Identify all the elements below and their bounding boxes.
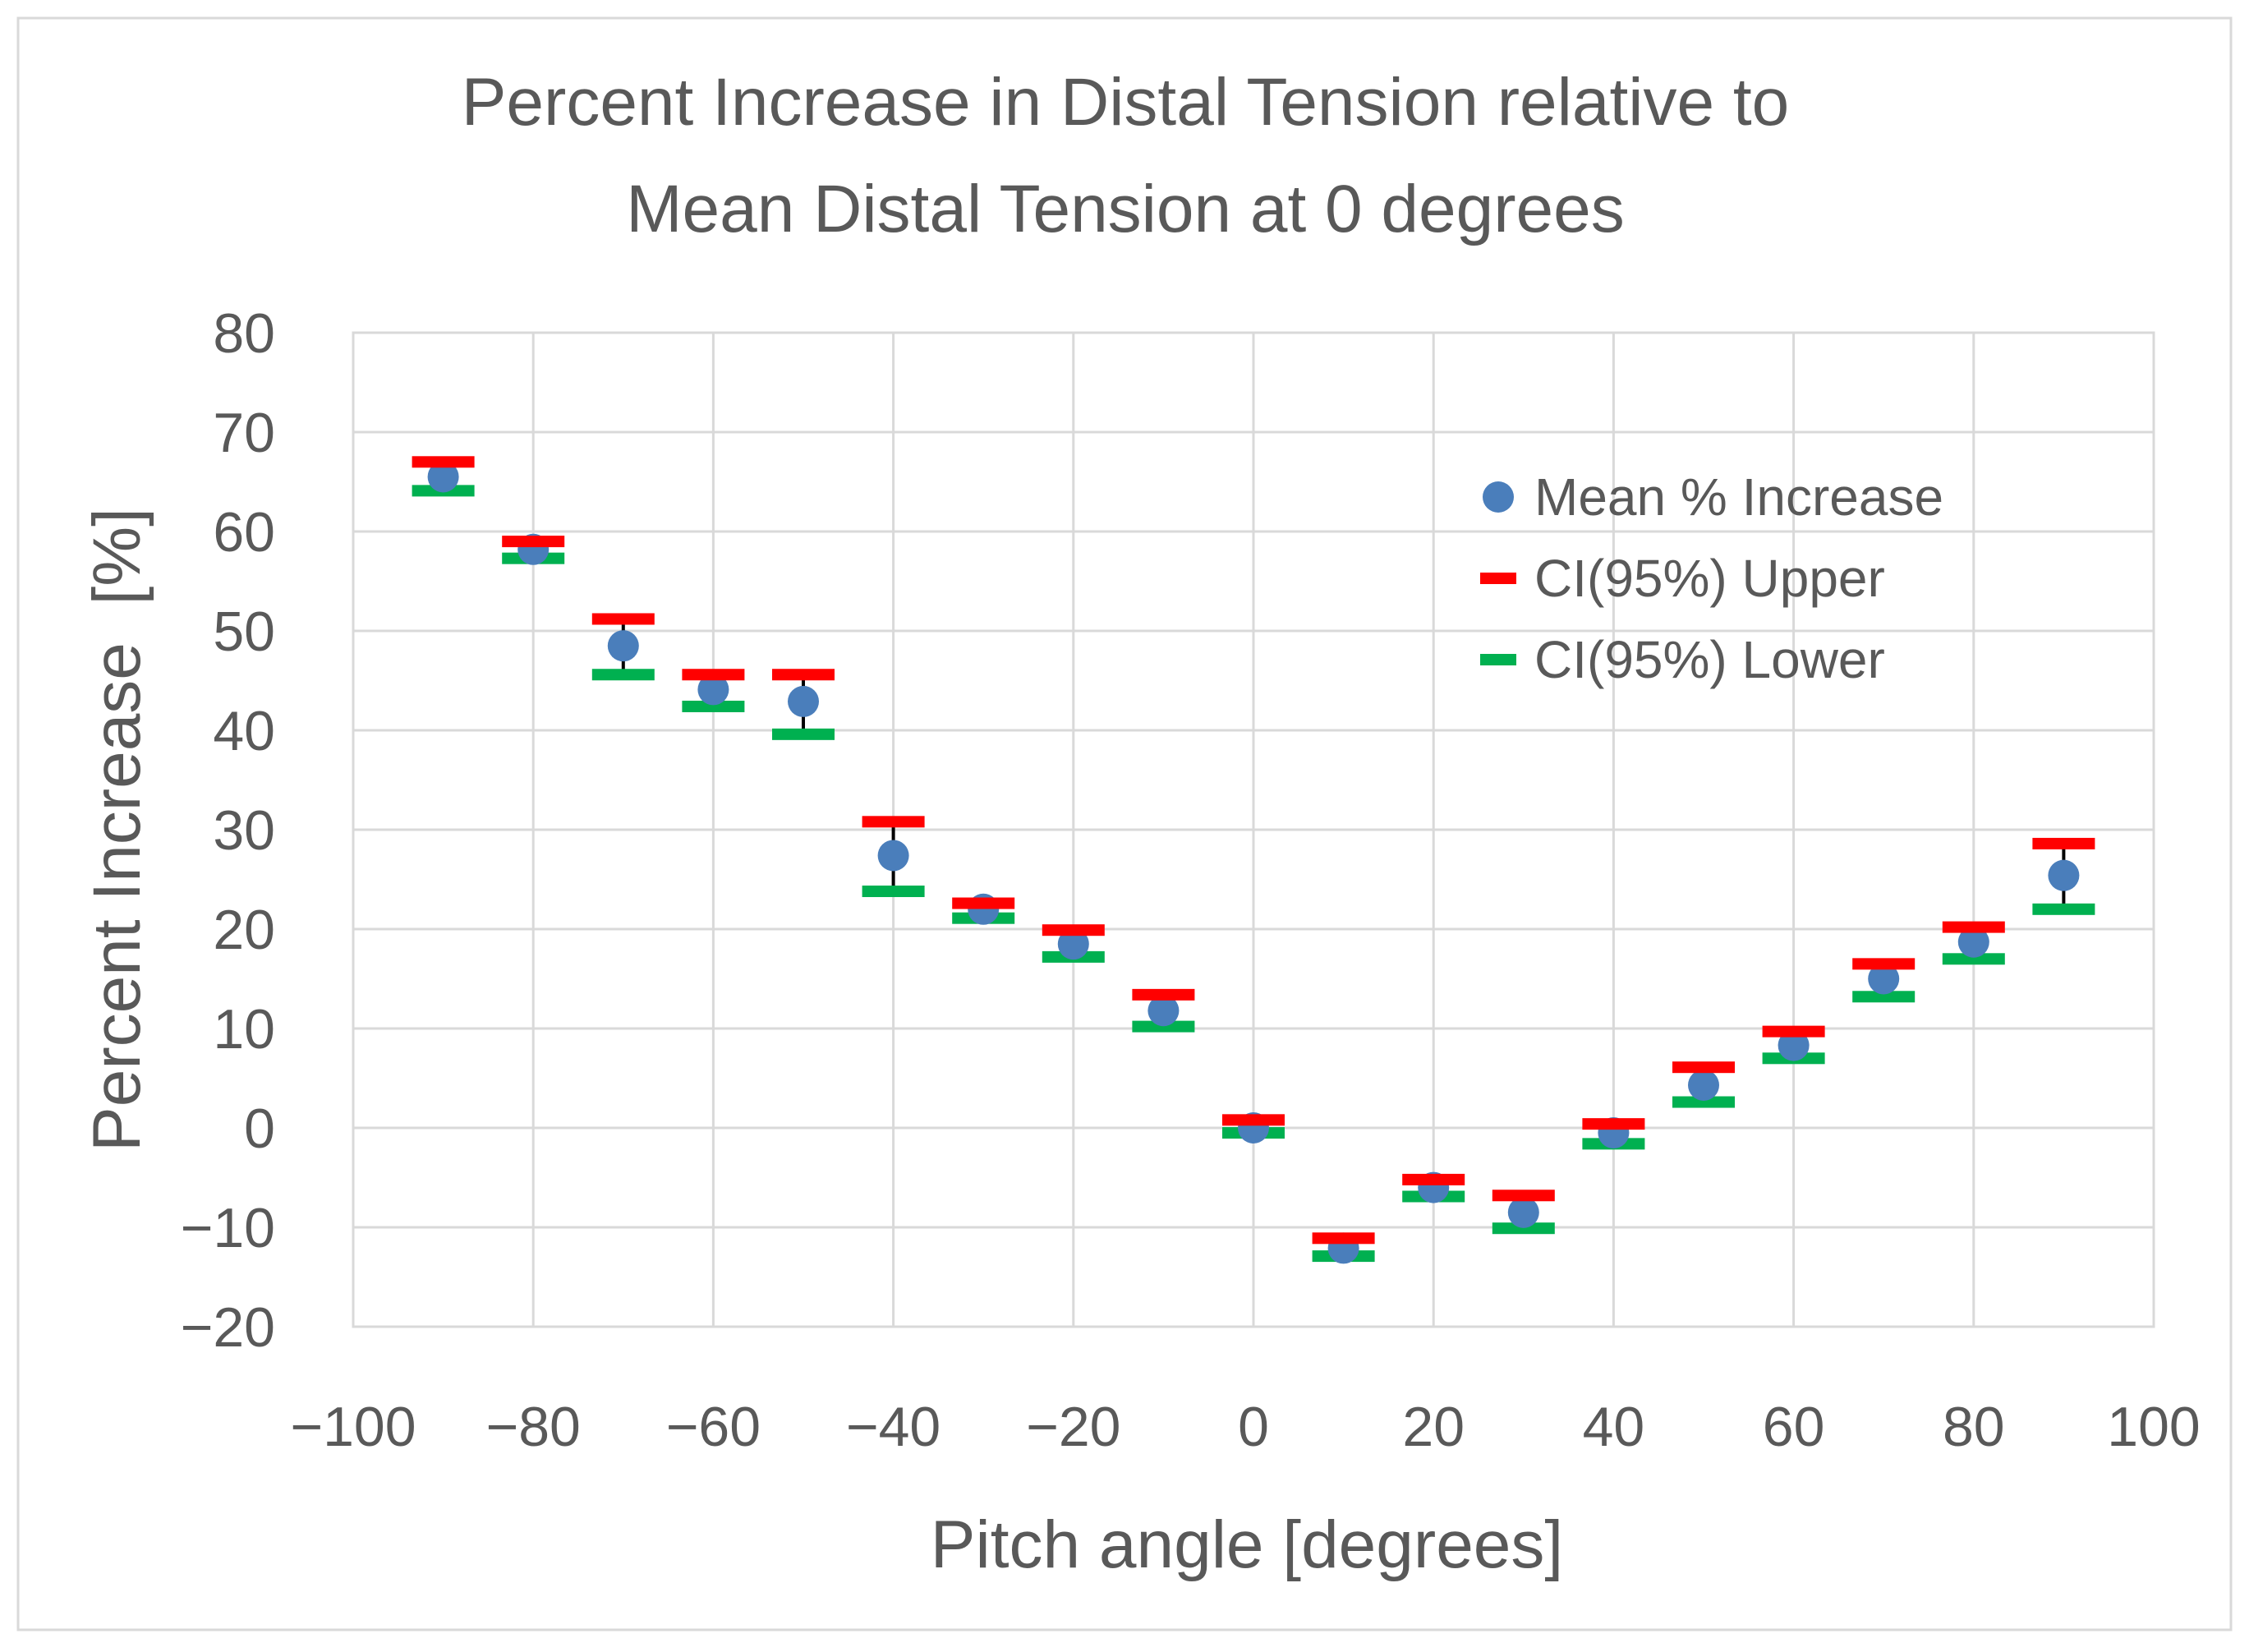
y-tick-label: 50 bbox=[213, 601, 275, 663]
ci-lower-marker bbox=[1852, 991, 1916, 1003]
ci-upper-marker bbox=[1312, 1232, 1375, 1245]
chart-area-border bbox=[16, 16, 2233, 1631]
mean-point bbox=[1778, 1029, 1810, 1061]
data-series bbox=[412, 456, 2095, 1264]
ci-upper-marker bbox=[1582, 1118, 1645, 1130]
legend: Mean % Increase CI(95%) Upper CI(95%) Lo… bbox=[1480, 467, 1943, 689]
ci-upper-marker bbox=[2032, 837, 2095, 849]
mean-point bbox=[427, 461, 459, 493]
mean-point bbox=[2048, 859, 2080, 891]
ci-lower-marker bbox=[862, 886, 925, 898]
plot-area-border bbox=[352, 331, 2155, 1328]
ci-lower-marker bbox=[591, 669, 655, 681]
ci-upper-marker bbox=[772, 669, 835, 681]
ci-lower-marker bbox=[1492, 1222, 1555, 1235]
y-axis-ticks: −20 −10 0 10 20 30 40 50 60 70 80 bbox=[181, 302, 275, 1359]
x-tick-label: −40 bbox=[846, 1396, 941, 1458]
y-tick-label: 40 bbox=[213, 700, 275, 762]
x-tick-label: 100 bbox=[2107, 1396, 2200, 1458]
mean-point bbox=[1957, 926, 1989, 958]
y-tick-label: 80 bbox=[213, 302, 275, 365]
x-tick-label: 0 bbox=[1238, 1396, 1269, 1458]
chart-title-line-1: Percent Increase in Distal Tension relat… bbox=[462, 65, 1790, 140]
ci-lower-marker bbox=[1672, 1096, 1735, 1108]
ci-lower-marker bbox=[1132, 1020, 1195, 1033]
y-tick-label: −10 bbox=[181, 1197, 275, 1259]
mean-point bbox=[1688, 1069, 1719, 1101]
legend-lower-label: CI(95%) Lower bbox=[1534, 630, 1885, 689]
y-tick-label: 70 bbox=[213, 402, 275, 464]
mean-point bbox=[1057, 928, 1089, 960]
legend-upper-label: CI(95%) Upper bbox=[1534, 549, 1885, 608]
legend-upper-marker bbox=[1480, 573, 1516, 584]
x-tick-label: 40 bbox=[1583, 1396, 1645, 1458]
legend-mean-marker bbox=[1483, 481, 1514, 513]
legend-lower-marker bbox=[1480, 654, 1516, 665]
ci-upper-marker bbox=[1492, 1190, 1555, 1202]
ci-upper-marker bbox=[1222, 1114, 1285, 1126]
ci-lower-marker bbox=[1942, 953, 2005, 965]
legend-mean-label: Mean % Increase bbox=[1534, 467, 1943, 527]
mean-point bbox=[788, 685, 819, 717]
ci-lower-marker bbox=[2032, 903, 2095, 915]
mean-point bbox=[1507, 1196, 1539, 1228]
ci-upper-marker bbox=[952, 897, 1015, 909]
ci-upper-marker bbox=[1402, 1173, 1465, 1185]
ci-upper-marker bbox=[862, 816, 925, 828]
mean-point bbox=[697, 674, 729, 706]
y-tick-label: 60 bbox=[213, 501, 275, 564]
mean-point bbox=[1868, 963, 1900, 995]
ci-upper-marker bbox=[682, 669, 745, 681]
chart-title-line-2: Mean Distal Tension at 0 degrees bbox=[626, 172, 1625, 246]
y-axis-label: Percent Increase [%] bbox=[80, 508, 154, 1152]
mean-point bbox=[607, 630, 639, 662]
ci-upper-marker bbox=[591, 613, 655, 625]
x-tick-label: −60 bbox=[666, 1396, 761, 1458]
y-tick-label: 20 bbox=[213, 899, 275, 961]
x-tick-label: −100 bbox=[290, 1396, 416, 1458]
ci-upper-marker bbox=[412, 456, 475, 468]
ci-lower-marker bbox=[772, 728, 835, 740]
y-tick-label: 30 bbox=[213, 799, 275, 862]
x-axis-label: Pitch angle [degrees] bbox=[931, 1507, 1563, 1582]
x-tick-label: 80 bbox=[1943, 1396, 2005, 1458]
mean-point bbox=[877, 840, 909, 872]
ci-upper-marker bbox=[1762, 1025, 1825, 1038]
mean-point bbox=[1147, 995, 1180, 1027]
ci-upper-marker bbox=[1852, 958, 1916, 970]
y-tick-label: 10 bbox=[213, 998, 275, 1061]
x-tick-label: 20 bbox=[1402, 1396, 1465, 1458]
y-tick-label: −20 bbox=[181, 1296, 275, 1359]
x-axis-ticks: −100 −80 −60 −40 −20 0 20 40 60 80 100 bbox=[290, 1396, 2200, 1458]
ci-upper-marker bbox=[1132, 988, 1195, 1001]
x-tick-label: −20 bbox=[1026, 1396, 1120, 1458]
x-tick-label: 60 bbox=[1763, 1396, 1825, 1458]
ci-upper-marker bbox=[502, 536, 565, 548]
y-tick-label: 0 bbox=[244, 1097, 275, 1160]
ci-lower-marker bbox=[682, 700, 745, 712]
ci-upper-marker bbox=[1942, 921, 2005, 933]
ci-upper-marker bbox=[1672, 1061, 1735, 1074]
x-tick-label: −80 bbox=[486, 1396, 581, 1458]
ci-upper-marker bbox=[1042, 924, 1105, 936]
